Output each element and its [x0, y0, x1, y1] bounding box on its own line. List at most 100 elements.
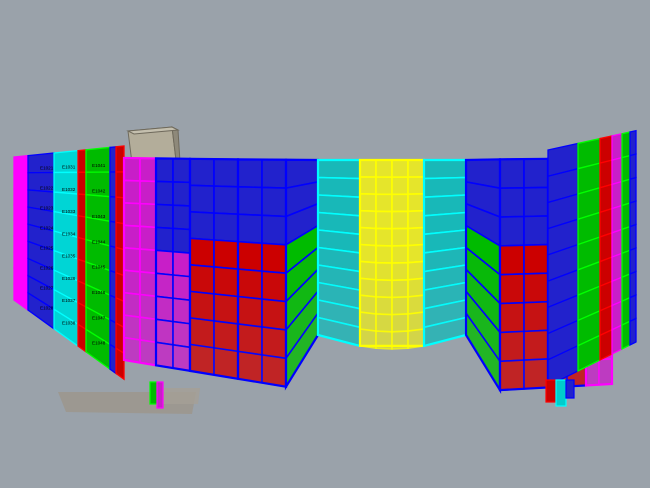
mesh-element[interactable]: [375, 193, 393, 213]
mesh-element[interactable]: [172, 344, 191, 372]
mesh-element[interactable]: [359, 226, 377, 247]
mesh-element[interactable]: [629, 223, 637, 252]
wing-band[interactable]: [629, 129, 637, 347]
mesh-element[interactable]: [172, 204, 191, 231]
mesh-element[interactable]: [611, 180, 623, 210]
mesh-element[interactable]: [172, 320, 191, 349]
mesh-element[interactable]: [499, 273, 525, 305]
mesh-element[interactable]: [407, 243, 425, 264]
mesh-element[interactable]: [629, 247, 637, 275]
mesh-element[interactable]: [115, 145, 125, 173]
mesh-element[interactable]: [139, 202, 157, 229]
mesh-element[interactable]: [213, 320, 239, 353]
mesh-element[interactable]: [391, 227, 409, 247]
mesh-element[interactable]: [109, 171, 117, 198]
mesh-element[interactable]: [375, 278, 393, 299]
mesh-element[interactable]: [123, 157, 141, 182]
mesh-element[interactable]: [115, 271, 125, 303]
mesh-column[interactable]: [122, 156, 158, 367]
wing-band[interactable]: [547, 142, 579, 388]
mesh-element[interactable]: [13, 172, 29, 191]
mesh-element[interactable]: [611, 204, 623, 234]
mesh-element[interactable]: [611, 156, 623, 186]
mesh-element[interactable]: [237, 268, 263, 300]
mesh-element[interactable]: [611, 324, 623, 356]
wing-band[interactable]: [115, 145, 125, 381]
mesh-element[interactable]: [499, 244, 525, 276]
mesh-element[interactable]: [407, 311, 425, 332]
mesh-element[interactable]: [155, 203, 174, 230]
mesh-element[interactable]: [139, 316, 157, 344]
mesh-element[interactable]: [213, 293, 239, 325]
mesh-element[interactable]: [115, 347, 125, 381]
mesh-element[interactable]: [598, 358, 613, 386]
mesh-element[interactable]: [375, 244, 393, 264]
mesh-element[interactable]: [375, 261, 393, 282]
mesh-element[interactable]: [599, 328, 613, 362]
mesh-element[interactable]: [523, 243, 549, 275]
mesh-element[interactable]: [237, 213, 263, 245]
mesh-element[interactable]: [407, 277, 425, 298]
mesh-element[interactable]: [237, 350, 263, 384]
mesh-element[interactable]: [155, 180, 174, 206]
wing-band[interactable]: [599, 135, 613, 362]
mesh-element[interactable]: [139, 339, 157, 367]
wing-band[interactable]: [77, 149, 87, 354]
mesh-element[interactable]: [499, 359, 525, 391]
mesh-element[interactable]: [621, 131, 631, 159]
mesh-element[interactable]: [189, 343, 215, 376]
mesh-column[interactable]: [236, 158, 288, 389]
mesh-element[interactable]: [213, 266, 239, 298]
mesh-element[interactable]: [172, 157, 191, 184]
mesh-element[interactable]: [155, 341, 174, 369]
mesh-element[interactable]: [499, 158, 525, 189]
mesh-element[interactable]: [237, 185, 263, 217]
mesh-element[interactable]: [375, 159, 393, 178]
mesh-element[interactable]: [172, 274, 191, 301]
mesh-element[interactable]: [213, 212, 239, 243]
mesh-element[interactable]: [359, 311, 377, 332]
mesh-element[interactable]: [599, 183, 613, 214]
mesh-element[interactable]: [123, 246, 141, 273]
mesh-element[interactable]: [123, 179, 141, 205]
mesh-element[interactable]: [407, 176, 425, 196]
mesh-element[interactable]: [189, 184, 215, 214]
wing-band[interactable]: [621, 131, 631, 351]
mesh-element[interactable]: [13, 154, 29, 174]
mesh-element[interactable]: [172, 181, 191, 207]
mesh-element[interactable]: [237, 295, 263, 328]
mesh-element[interactable]: [77, 258, 87, 286]
mesh-column[interactable]: [498, 157, 550, 392]
mesh-element[interactable]: [391, 244, 409, 264]
mesh-element[interactable]: [261, 186, 287, 218]
mesh-element[interactable]: [261, 214, 287, 246]
mesh-element[interactable]: [359, 277, 377, 298]
mesh-element[interactable]: [123, 291, 141, 319]
mesh-element[interactable]: [407, 294, 425, 315]
mesh-element[interactable]: [261, 326, 287, 360]
mesh-element[interactable]: [391, 176, 409, 196]
mesh-column[interactable]: [154, 157, 192, 373]
mesh-element[interactable]: [261, 298, 287, 331]
mesh-element[interactable]: [629, 200, 637, 228]
mesh-element[interactable]: [139, 180, 157, 206]
mesh-element[interactable]: [621, 296, 631, 327]
mesh-element[interactable]: [375, 227, 393, 247]
right-foreshortened-wing[interactable]: [547, 129, 637, 388]
mesh-element[interactable]: [13, 188, 29, 208]
mesh-element[interactable]: [237, 240, 263, 272]
mesh-element[interactable]: [621, 225, 631, 255]
mesh-element[interactable]: [172, 297, 191, 325]
mesh-element[interactable]: [629, 153, 637, 181]
mesh-element[interactable]: [407, 209, 425, 230]
mesh-element[interactable]: [375, 176, 393, 196]
mesh-element[interactable]: [523, 272, 549, 304]
wing-band[interactable]: [577, 137, 601, 373]
mesh-element[interactable]: [523, 358, 549, 390]
mesh-element[interactable]: [407, 226, 425, 247]
mesh-element[interactable]: [261, 158, 287, 189]
mesh-element[interactable]: [213, 158, 239, 188]
mesh-element[interactable]: [213, 185, 239, 216]
mesh-element[interactable]: [109, 318, 117, 350]
mesh-element[interactable]: [109, 343, 117, 375]
